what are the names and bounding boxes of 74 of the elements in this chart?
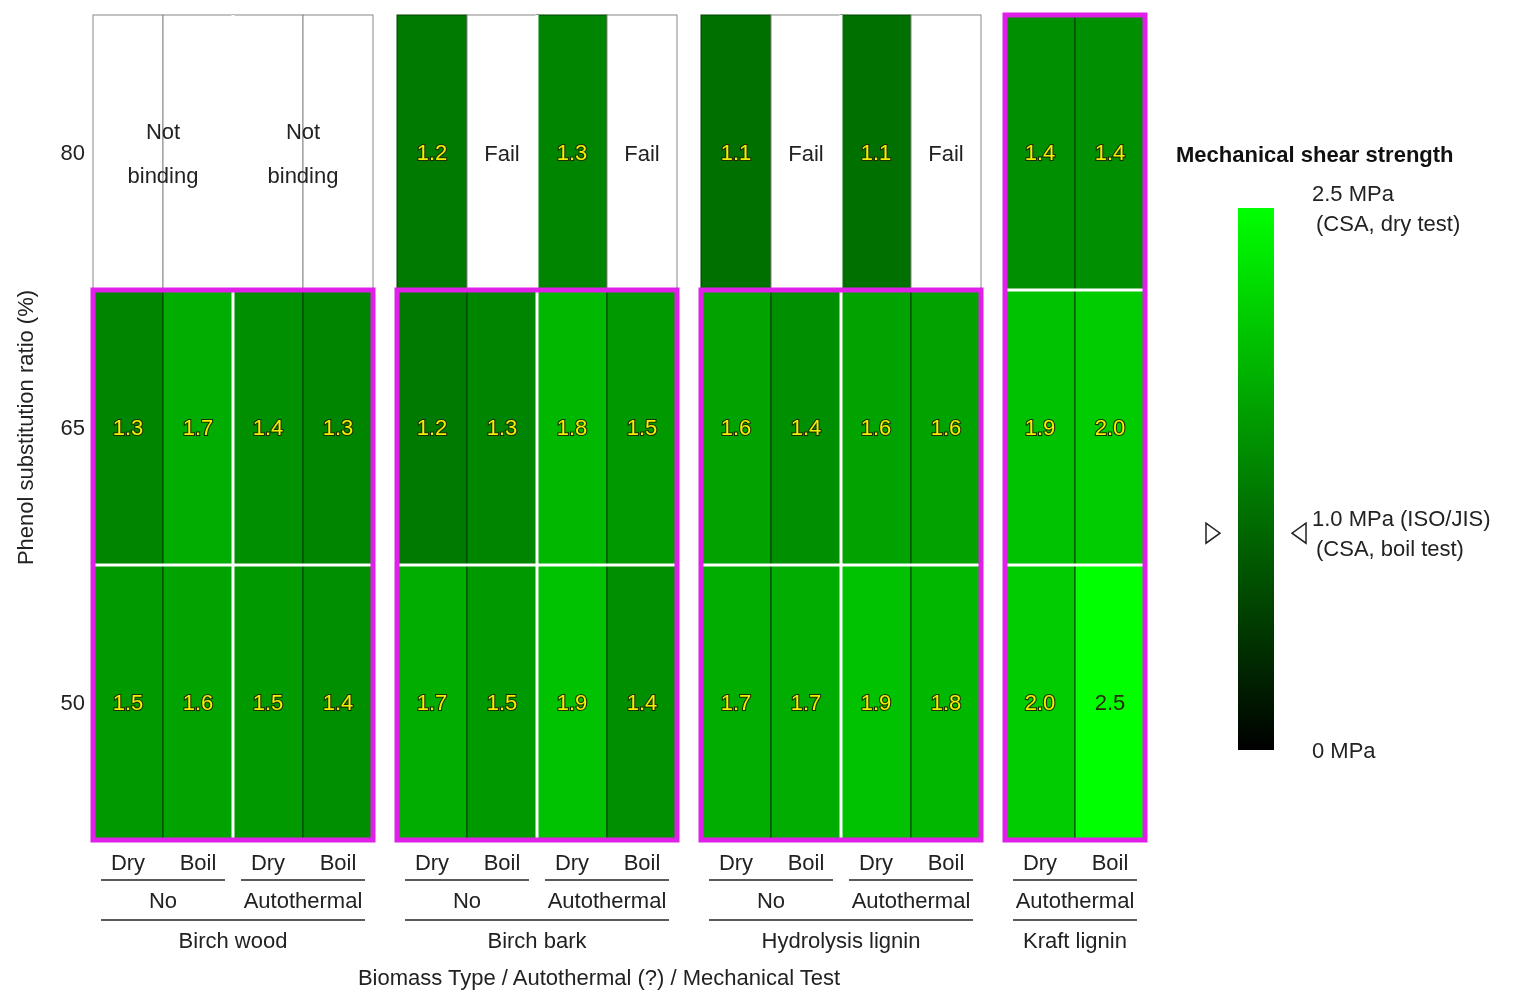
data-label: 1.8: [556, 415, 588, 440]
x-tick-label: Boil: [319, 850, 357, 875]
data-label: 1.4: [626, 690, 658, 715]
data-label: 1.3: [556, 140, 588, 165]
text: No: [148, 888, 178, 913]
data-label: 1.6: [930, 415, 962, 440]
data-label: 1.5: [252, 690, 284, 715]
text: Autothermal: [243, 888, 363, 913]
data-label: 1.4: [1094, 140, 1126, 165]
data-label: 1.5: [626, 415, 658, 440]
data-label: 1.8: [930, 690, 962, 715]
x-tick-label: Boil: [1091, 850, 1129, 875]
data-label: 1.7: [790, 690, 822, 715]
text: Autothermal: [547, 888, 667, 913]
x-tick-label: Dry: [718, 850, 754, 875]
data-label: 1.4: [790, 415, 822, 440]
x-axis-title: Hydrolysis lignin: [761, 928, 921, 953]
x-tick-label: Boil: [623, 850, 661, 875]
data-label: 1.4: [252, 415, 284, 440]
x-tick-label: Dry: [554, 850, 590, 875]
data-label: 2.5: [1094, 690, 1126, 715]
data-label: 1.9: [860, 690, 892, 715]
data-label: 1.1: [720, 140, 752, 165]
data-label: 2.0: [1094, 415, 1126, 440]
y-tick-label: 65: [60, 415, 85, 440]
data-label: 1.4: [1024, 140, 1056, 165]
data-label: 1.4: [322, 690, 354, 715]
y-tick-label: 80: [60, 140, 85, 165]
data-label: 1.5: [112, 690, 144, 715]
data-label: 1.3: [486, 415, 518, 440]
data-label: 1.3: [322, 415, 354, 440]
text: No: [756, 888, 786, 913]
text: Fail: [624, 140, 660, 165]
data-label: 1.2: [416, 140, 448, 165]
x-tick-label: Boil: [483, 850, 521, 875]
x-tick-label: Dry: [858, 850, 894, 875]
x-tick-label: Dry: [1022, 850, 1058, 875]
x-tick-label: Boil: [927, 850, 965, 875]
y-tick-label: 50: [60, 690, 85, 715]
data-label: 1.9: [556, 690, 588, 715]
x-tick-label: Boil: [179, 850, 217, 875]
x-tick-label: Dry: [110, 850, 146, 875]
data-label: 1.6: [860, 415, 892, 440]
data-label: 1.1: [860, 140, 892, 165]
text: No: [452, 888, 482, 913]
data-label: 1.7: [416, 690, 448, 715]
text: Biomass Type / Autothermal (?) / Mechanical Test: [357, 965, 841, 990]
text: Autothermal: [851, 888, 971, 913]
text: Autothermal: [1015, 888, 1135, 913]
x-axis-title: Birch wood: [178, 928, 288, 953]
color-bar-title: Mechanical shear strength: [1176, 142, 1454, 167]
x-axis-title: Birch bark: [487, 928, 588, 953]
data-label: 1.5: [486, 690, 518, 715]
data-label: 1.9: [1024, 415, 1056, 440]
text: Not binding: [267, 118, 339, 187]
x-tick-label: Boil: [787, 850, 825, 875]
text: Not binding: [127, 118, 199, 187]
data-label: 1.7: [720, 690, 752, 715]
y-axis-title: Phenol substitution ratio (%): [13, 289, 38, 566]
text: Fail: [928, 140, 964, 165]
data-label: 1.6: [720, 415, 752, 440]
data-label: 1.2: [416, 415, 448, 440]
color-bar-label: 1.0 MPa (ISO/JIS) (CSA, boil test): [1312, 505, 1491, 561]
data-label: 2.0: [1024, 690, 1056, 715]
text: Fail: [788, 140, 824, 165]
x-tick-label: Dry: [414, 850, 450, 875]
data-label: 1.6: [182, 690, 214, 715]
text: Fail: [484, 140, 520, 165]
x-tick-label: Dry: [250, 850, 286, 875]
data-label: 1.7: [182, 415, 214, 440]
color-bar-label: 2.5 MPa (CSA, dry test): [1312, 180, 1461, 236]
x-axis-title: Kraft lignin: [1023, 928, 1127, 953]
data-label: 1.3: [112, 415, 144, 440]
color-bar-label: 0 MPa: [1312, 737, 1377, 763]
